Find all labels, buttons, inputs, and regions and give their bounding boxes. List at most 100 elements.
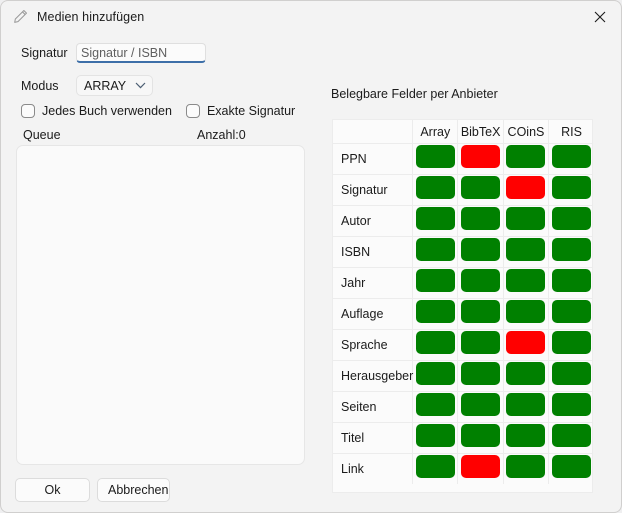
status-cell-coins — [502, 391, 549, 423]
status-badge — [506, 176, 546, 199]
ok-button[interactable]: Ok — [15, 478, 90, 502]
status-cell-ris — [548, 236, 592, 268]
status-badge — [415, 455, 455, 478]
status-cell-bibtex — [457, 205, 504, 237]
status-badge — [461, 238, 501, 261]
table-row: Signatur — [333, 174, 592, 206]
table-corner-header — [333, 120, 413, 144]
status-cell-bibtex — [457, 174, 504, 206]
queue-label: Queue — [23, 128, 61, 142]
status-cell-bibtex — [457, 453, 504, 484]
status-cell-array — [412, 391, 458, 423]
status-cell-coins — [502, 422, 549, 454]
row-label: Auflage — [333, 298, 413, 330]
signatur-input[interactable] — [76, 43, 206, 63]
status-badge — [415, 424, 455, 447]
status-badge — [461, 207, 501, 230]
modus-row: Modus ARRAY — [21, 75, 154, 96]
cancel-button[interactable]: Abbrechen — [97, 478, 170, 502]
status-cell-array — [412, 236, 458, 268]
table-row: Sprache — [333, 329, 592, 361]
status-badge — [415, 362, 455, 385]
column-header-coins: COinS — [502, 120, 549, 144]
status-badge — [506, 393, 546, 416]
row-label: Titel — [333, 422, 413, 454]
table-row: Jahr — [333, 267, 592, 299]
checkbox-every-book-label: Jedes Buch verwenden — [42, 104, 172, 118]
status-cell-ris — [548, 174, 592, 206]
status-cell-array — [412, 143, 458, 175]
provider-fields-table: Array BibTeX COinS RIS PPN Signatur Autor I… — [333, 120, 592, 484]
status-badge — [552, 424, 592, 447]
queue-list[interactable] — [16, 145, 305, 465]
status-cell-bibtex — [457, 329, 504, 361]
status-cell-coins — [502, 205, 549, 237]
status-badge — [552, 269, 592, 292]
row-label: Jahr — [333, 267, 413, 299]
queue-count-label: Anzahl:0 — [197, 128, 246, 142]
modus-value: ARRAY — [84, 78, 127, 93]
status-badge — [415, 176, 455, 199]
signatur-label: Signatur — [21, 46, 68, 60]
status-cell-coins — [502, 143, 549, 175]
row-label: Seiten — [333, 391, 413, 423]
status-badge — [552, 238, 592, 261]
signatur-row: Signatur — [21, 43, 206, 63]
checkbox-exact-signature[interactable]: Exakte Signatur — [185, 104, 295, 118]
close-icon[interactable] — [577, 1, 621, 32]
status-badge — [506, 269, 546, 292]
table-header-row: Array BibTeX COinS RIS — [333, 120, 592, 144]
status-badge — [506, 424, 546, 447]
status-cell-ris — [548, 422, 592, 454]
status-badge — [552, 145, 592, 168]
status-badge — [506, 238, 546, 261]
modus-dropdown[interactable]: ARRAY — [76, 75, 154, 96]
row-label: Sprache — [333, 329, 413, 361]
chevron-down-icon — [135, 82, 146, 89]
status-cell-bibtex — [457, 143, 504, 175]
status-badge — [461, 455, 501, 478]
row-label: Link — [333, 453, 413, 484]
table-row: Seiten — [333, 391, 592, 423]
status-badge — [506, 331, 546, 354]
status-badge — [552, 393, 592, 416]
status-badge — [461, 269, 501, 292]
status-badge — [415, 393, 455, 416]
status-badge — [552, 207, 592, 230]
table-row: Herausgeber — [333, 360, 592, 392]
status-badge — [415, 300, 455, 323]
checkbox-box — [21, 104, 35, 118]
options-row: Jedes Buch verwenden Exakte Signatur — [21, 104, 295, 118]
status-badge — [461, 393, 501, 416]
status-cell-array — [412, 267, 458, 299]
table-row: Auflage — [333, 298, 592, 330]
row-label: Herausgeber — [333, 360, 413, 392]
column-header-ris: RIS — [548, 120, 592, 144]
checkbox-box — [185, 104, 200, 118]
status-badge — [461, 145, 501, 168]
status-badge — [506, 207, 546, 230]
status-cell-coins — [502, 329, 549, 361]
status-cell-bibtex — [457, 298, 504, 330]
status-badge — [415, 269, 455, 292]
table-body: PPN Signatur Autor ISBN Jahr Auflage Sprache He… — [333, 143, 592, 484]
status-badge — [415, 238, 455, 261]
status-cell-ris — [548, 205, 592, 237]
status-cell-ris — [548, 329, 592, 361]
status-cell-bibtex — [457, 422, 504, 454]
row-label: Signatur — [333, 174, 413, 206]
status-cell-array — [412, 453, 458, 484]
status-badge — [461, 300, 501, 323]
checkbox-every-book[interactable]: Jedes Buch verwenden — [21, 104, 172, 118]
status-badge — [461, 331, 501, 354]
table-title: Belegbare Felder per Anbieter — [331, 87, 498, 101]
provider-fields-panel: Array BibTeX COinS RIS PPN Signatur Autor I… — [332, 119, 593, 493]
window-title: Medien hinzufügen — [37, 9, 145, 24]
status-cell-coins — [502, 174, 549, 206]
status-badge — [552, 455, 592, 478]
row-label: ISBN — [333, 236, 413, 268]
status-badge — [415, 145, 455, 168]
status-cell-coins — [502, 298, 549, 330]
status-cell-bibtex — [457, 267, 504, 299]
